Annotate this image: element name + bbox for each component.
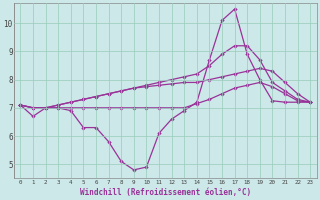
X-axis label: Windchill (Refroidissement éolien,°C): Windchill (Refroidissement éolien,°C) <box>80 188 251 197</box>
